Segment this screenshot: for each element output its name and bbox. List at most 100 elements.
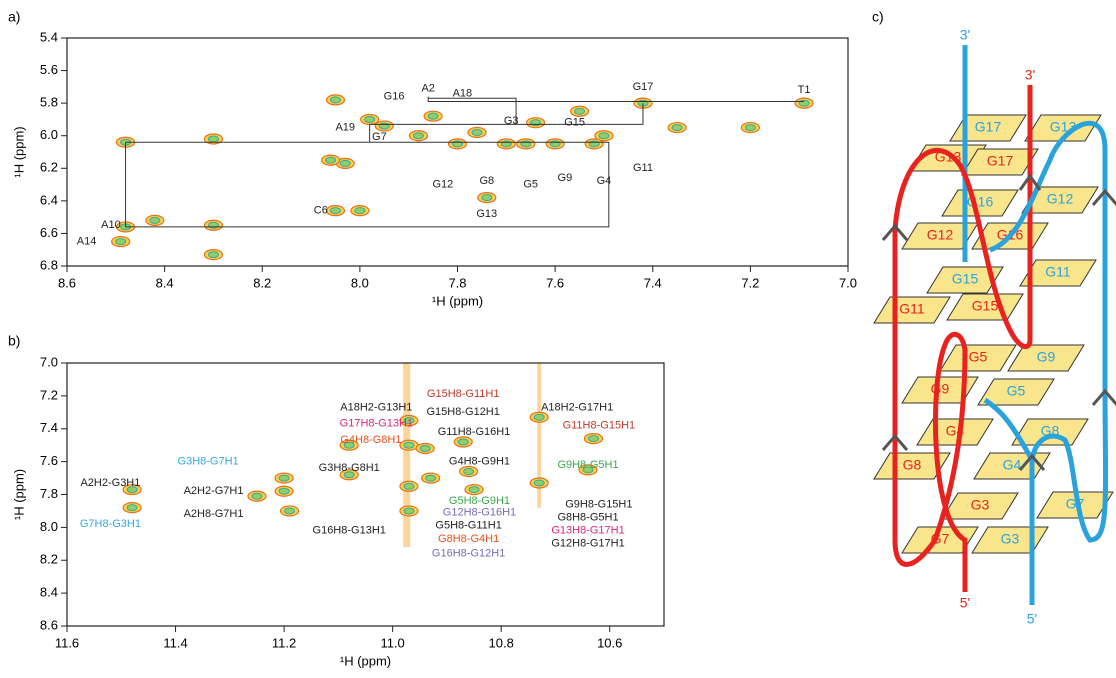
tetrad-plate xyxy=(1011,418,1089,446)
peak-label: G5H8-G9H1 xyxy=(449,495,510,507)
peak-label: G16H8-G12H1 xyxy=(432,548,505,560)
x-tick-label: 7.2 xyxy=(741,275,759,290)
contour-ring xyxy=(329,207,341,215)
x-tick-label: 8.0 xyxy=(351,275,369,290)
peak-label: T1 xyxy=(798,84,811,96)
noise-streak xyxy=(403,363,411,548)
base-label: G17 xyxy=(975,119,1002,135)
peak-label: G8H8-G4H1 xyxy=(438,533,499,545)
walk-line xyxy=(369,103,644,125)
base-label: G3 xyxy=(971,497,990,513)
contour-ring xyxy=(403,417,415,425)
tetrad-plate xyxy=(1024,114,1102,142)
contour-ring xyxy=(403,507,415,515)
x-tick-label: 11.0 xyxy=(380,635,404,650)
tetrad-plate xyxy=(941,492,1019,520)
peak-label: G11 xyxy=(633,162,653,174)
peak-label: G8H8-G5H1 xyxy=(557,511,618,523)
peak-label: A14 xyxy=(77,235,97,247)
base-label: G12 xyxy=(1047,191,1074,207)
contour-ring xyxy=(533,413,545,421)
base-label: G4 xyxy=(1003,457,1022,473)
peak-label: G3H8-G8H1 xyxy=(319,462,380,474)
peak-label: G4H8-G9H1 xyxy=(449,456,510,468)
peak-label: G16 xyxy=(384,91,405,103)
peak-label: A2H8-G7H1 xyxy=(184,508,244,520)
peak-label: G15 xyxy=(564,117,585,129)
peak-label: G12H8-G17H1 xyxy=(551,538,624,550)
y-tick-label: 6.2 xyxy=(40,160,58,175)
noise-streak xyxy=(537,363,542,508)
peak-label: G7H8-G3H1 xyxy=(80,518,141,530)
contour-ring xyxy=(354,207,366,215)
contour-ring xyxy=(403,441,415,449)
contour-ring xyxy=(598,132,610,140)
contour-ring xyxy=(343,471,355,479)
peak-label: G9 xyxy=(558,172,573,184)
strand-end: 3' xyxy=(1025,67,1035,83)
walk-line xyxy=(125,141,610,228)
contour-ring xyxy=(468,486,480,494)
contour-ring xyxy=(427,112,439,120)
y-tick-label: 7.6 xyxy=(40,453,58,468)
x-axis-title: ¹H (ppm) xyxy=(340,653,391,668)
peak-label: A19 xyxy=(335,121,355,133)
base-label: G12 xyxy=(927,227,954,243)
y-tick-label: 5.8 xyxy=(40,95,58,110)
contour-ring xyxy=(403,482,415,490)
y-tick-label: 8.2 xyxy=(40,552,58,567)
contour-ring xyxy=(251,492,263,500)
strand xyxy=(989,120,1109,605)
panel-letter: a) xyxy=(8,9,20,25)
contour-ring xyxy=(463,467,475,475)
peak-label: G3H8-G7H1 xyxy=(178,456,239,468)
x-tick-label: 11.2 xyxy=(272,635,296,650)
x-tick-label: 7.6 xyxy=(546,275,564,290)
x-tick-label: 10.8 xyxy=(489,635,514,650)
tetrad-plate xyxy=(1036,491,1114,519)
peak-label: G15H8-G12H1 xyxy=(427,406,500,418)
y-tick-label: 8.6 xyxy=(40,617,58,632)
base-label: G15 xyxy=(952,271,979,287)
peak-label: G4 xyxy=(597,175,612,187)
strand-end: 3' xyxy=(960,27,970,43)
base-label: G3 xyxy=(1001,531,1020,547)
x-tick-label: 8.6 xyxy=(58,275,76,290)
y-tick-label: 6.0 xyxy=(40,127,58,142)
walk-line xyxy=(428,97,517,125)
peak-label: G12 xyxy=(432,178,453,190)
contour-ring xyxy=(207,251,219,259)
contour-ring xyxy=(115,238,127,246)
tetrad-plate xyxy=(941,189,1019,217)
x-tick-label: 7.4 xyxy=(644,275,662,290)
strand xyxy=(983,397,1035,462)
strand xyxy=(892,85,1033,592)
x-tick-label: 11.4 xyxy=(163,635,187,650)
peak-label: G12H8-G16H1 xyxy=(443,506,516,518)
y-tick-label: 7.0 xyxy=(40,354,58,369)
contour-ring xyxy=(207,135,219,143)
y-tick-label: 5.6 xyxy=(40,62,58,77)
base-label: G11 xyxy=(899,301,925,317)
peak-label: G11H8-G16H1 xyxy=(438,426,511,438)
peak-label: G16H8-G13H1 xyxy=(313,525,386,537)
x-tick-label: 7.8 xyxy=(448,275,466,290)
peak-label: G5 xyxy=(523,178,538,190)
tetrad-plate xyxy=(1007,344,1085,372)
contour-ring xyxy=(671,124,683,132)
peak-label: G8 xyxy=(479,175,494,187)
peak-label: G13H8-G17H1 xyxy=(551,525,624,537)
peak-label: A2H2-G3H1 xyxy=(80,477,140,489)
walk-line xyxy=(427,96,805,103)
contour-ring xyxy=(278,474,290,482)
peak-label: G11H8-G15H1 xyxy=(563,419,636,431)
contour-ring xyxy=(574,107,586,115)
y-tick-label: 7.4 xyxy=(40,420,58,435)
peak-label: A10 xyxy=(101,219,121,231)
contour-ring xyxy=(325,156,337,164)
contour-ring xyxy=(587,435,599,443)
contour-ring xyxy=(471,128,483,136)
